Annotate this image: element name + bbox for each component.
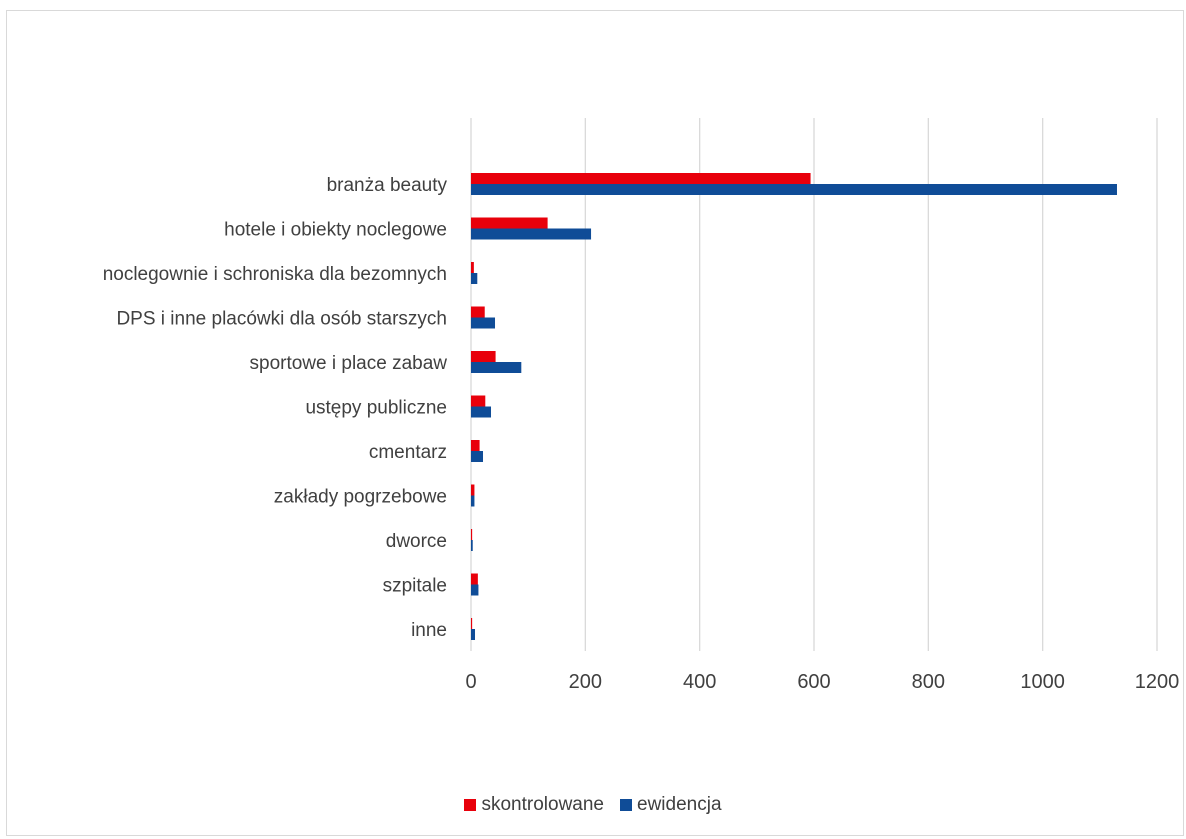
- bar-skontrolowane: [471, 573, 478, 585]
- legend-swatch-skontrolowane: [464, 799, 477, 811]
- x-axis-ticks: 0 200 400 600 800 1000 1200: [465, 671, 1179, 693]
- x-tick-label: 1000: [1020, 671, 1065, 693]
- bar-ewidencja: [471, 184, 1117, 195]
- bar-skontrolowane: [471, 440, 480, 451]
- category-label: szpitale: [383, 576, 447, 597]
- category-label: DPS i inne placówki dla osób starszych: [116, 309, 447, 330]
- grid-lines: [470, 118, 1158, 651]
- x-tick-label: 0: [465, 671, 476, 693]
- category-label: branża beauty: [327, 175, 448, 196]
- x-tick-label: 1200: [1135, 671, 1180, 693]
- bar-ewidencja: [471, 273, 478, 284]
- legend-item-ewidencja: ewidencja: [620, 794, 722, 816]
- category-label: noclegownie i schroniska dla bezomnych: [103, 264, 447, 285]
- legend: skontrolowane ewidencja: [0, 794, 1186, 816]
- category-label: hotele i obiekty noclegowe: [224, 220, 447, 241]
- x-tick-label: 400: [683, 671, 716, 693]
- bar-skontrolowane: [471, 173, 811, 184]
- bar-skontrolowane: [471, 395, 486, 407]
- bar-skontrolowane: [471, 217, 548, 229]
- category-label: inne: [411, 620, 447, 641]
- legend-label-skontrolowane: skontrolowane: [481, 794, 605, 815]
- bars: [471, 173, 1117, 640]
- bar-ewidencja: [471, 540, 473, 551]
- bar-skontrolowane: [471, 351, 496, 362]
- bar-ewidencja: [471, 317, 496, 329]
- bar-skontrolowane: [471, 262, 474, 273]
- x-tick-label: 200: [569, 671, 602, 693]
- category-label: ustępy publiczne: [305, 398, 447, 419]
- bar-ewidencja: [471, 406, 492, 418]
- legend-swatch-ewidencja: [620, 799, 633, 811]
- bar-skontrolowane: [471, 484, 475, 496]
- category-label: zakłady pogrzebowe: [274, 487, 447, 508]
- category-label: cmentarz: [369, 442, 447, 463]
- category-labels: branża beauty hotele i obiekty noclegowe n…: [103, 175, 448, 641]
- category-label: sportowe i place zabaw: [250, 353, 448, 374]
- bar-ewidencja: [471, 629, 476, 640]
- bar-skontrolowane: [471, 618, 473, 629]
- legend-label-ewidencja: ewidencja: [637, 794, 722, 815]
- x-tick-label: 800: [912, 671, 945, 693]
- bar-ewidencja: [471, 228, 592, 240]
- bar-skontrolowane: [471, 529, 473, 540]
- bar-ewidencja: [471, 495, 475, 507]
- chart-frame: [6, 10, 1184, 836]
- bar-ewidencja: [471, 584, 479, 596]
- bar-skontrolowane: [471, 306, 485, 318]
- bar-ewidencja: [471, 451, 484, 462]
- x-tick-label: 600: [797, 671, 830, 693]
- category-label: dworce: [386, 531, 447, 552]
- bar-ewidencja: [471, 362, 522, 373]
- legend-item-skontrolowane: skontrolowane: [464, 794, 604, 816]
